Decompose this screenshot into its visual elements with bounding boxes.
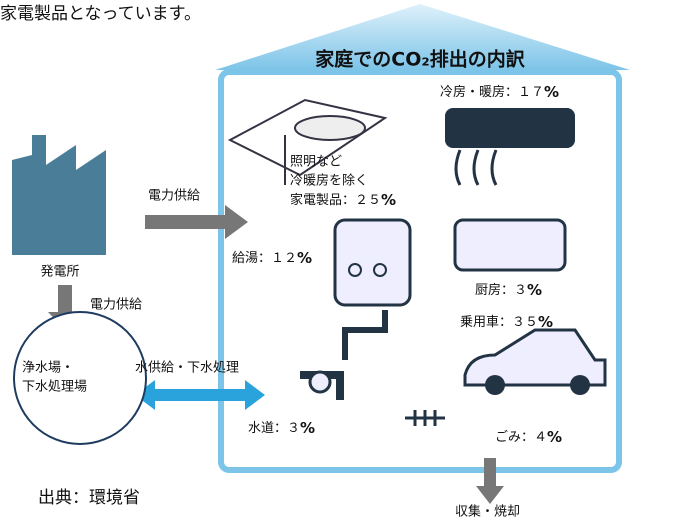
value: ３ — [287, 421, 300, 436]
item-line: 冷暖房を除く — [290, 173, 368, 189]
power-plant: 発電所 — [40, 265, 79, 280]
arrow — [145, 205, 248, 239]
label: 乗用車： — [460, 315, 512, 330]
label: ごみ： — [495, 429, 534, 445]
label: 給湯： — [232, 251, 271, 266]
value: ３ — [514, 283, 527, 298]
value: ４ — [534, 430, 547, 445]
water-plant-label: 浄水場・ — [22, 361, 74, 376]
label: 水道： — [248, 421, 287, 436]
title: 家庭でのCO₂排出の内訳 — [315, 48, 525, 71]
car-icon — [463, 328, 607, 387]
waste-label: 収集・焼却 — [455, 504, 520, 520]
power-supply: 電力供給 — [148, 189, 200, 204]
item-label: 水道：３% — [248, 419, 315, 437]
unit: % — [300, 419, 315, 437]
unit: % — [544, 83, 559, 101]
lamp-icon — [227, 98, 388, 177]
unit: % — [527, 281, 542, 299]
water-flow: 水供給・下水処理 — [135, 361, 239, 376]
aircon-icon — [445, 108, 575, 148]
label: 冷房・暖房： — [440, 84, 518, 100]
item-label: 厨房：３% — [475, 281, 542, 299]
power-supply: 電力供給 — [90, 298, 142, 313]
stove-icon — [453, 218, 567, 272]
unit: % — [297, 249, 312, 267]
item-line: 照明など — [290, 155, 342, 170]
water-plant — [13, 311, 147, 445]
double-arrow — [135, 380, 265, 410]
unit: % — [381, 191, 396, 209]
item-label: 家電製品：２５% — [290, 191, 396, 209]
value: １２ — [271, 251, 297, 266]
label: 家電製品： — [290, 192, 355, 208]
unit: % — [547, 428, 562, 446]
water-plant-label: 下水処理場 — [22, 380, 87, 395]
value: １７ — [518, 85, 544, 100]
unit: % — [538, 313, 553, 331]
value: ３５ — [512, 315, 538, 330]
factory-icon — [12, 135, 106, 255]
item-label: 乗用車：３５% — [460, 313, 553, 331]
arrow — [476, 458, 504, 504]
value: ２５ — [355, 193, 381, 208]
label: 厨房： — [475, 282, 514, 298]
item-label: ごみ：４% — [495, 428, 562, 446]
intro: 家電製品となっています。 — [0, 4, 201, 24]
lamp-icon — [294, 115, 366, 141]
waste-icon — [405, 410, 445, 426]
heater-icon — [333, 218, 412, 307]
item-label: 給湯：１２% — [232, 249, 312, 267]
roof — [215, 4, 630, 70]
source: 出典：環境省 — [38, 488, 140, 508]
item-label: 冷房・暖房：１７% — [440, 83, 559, 101]
